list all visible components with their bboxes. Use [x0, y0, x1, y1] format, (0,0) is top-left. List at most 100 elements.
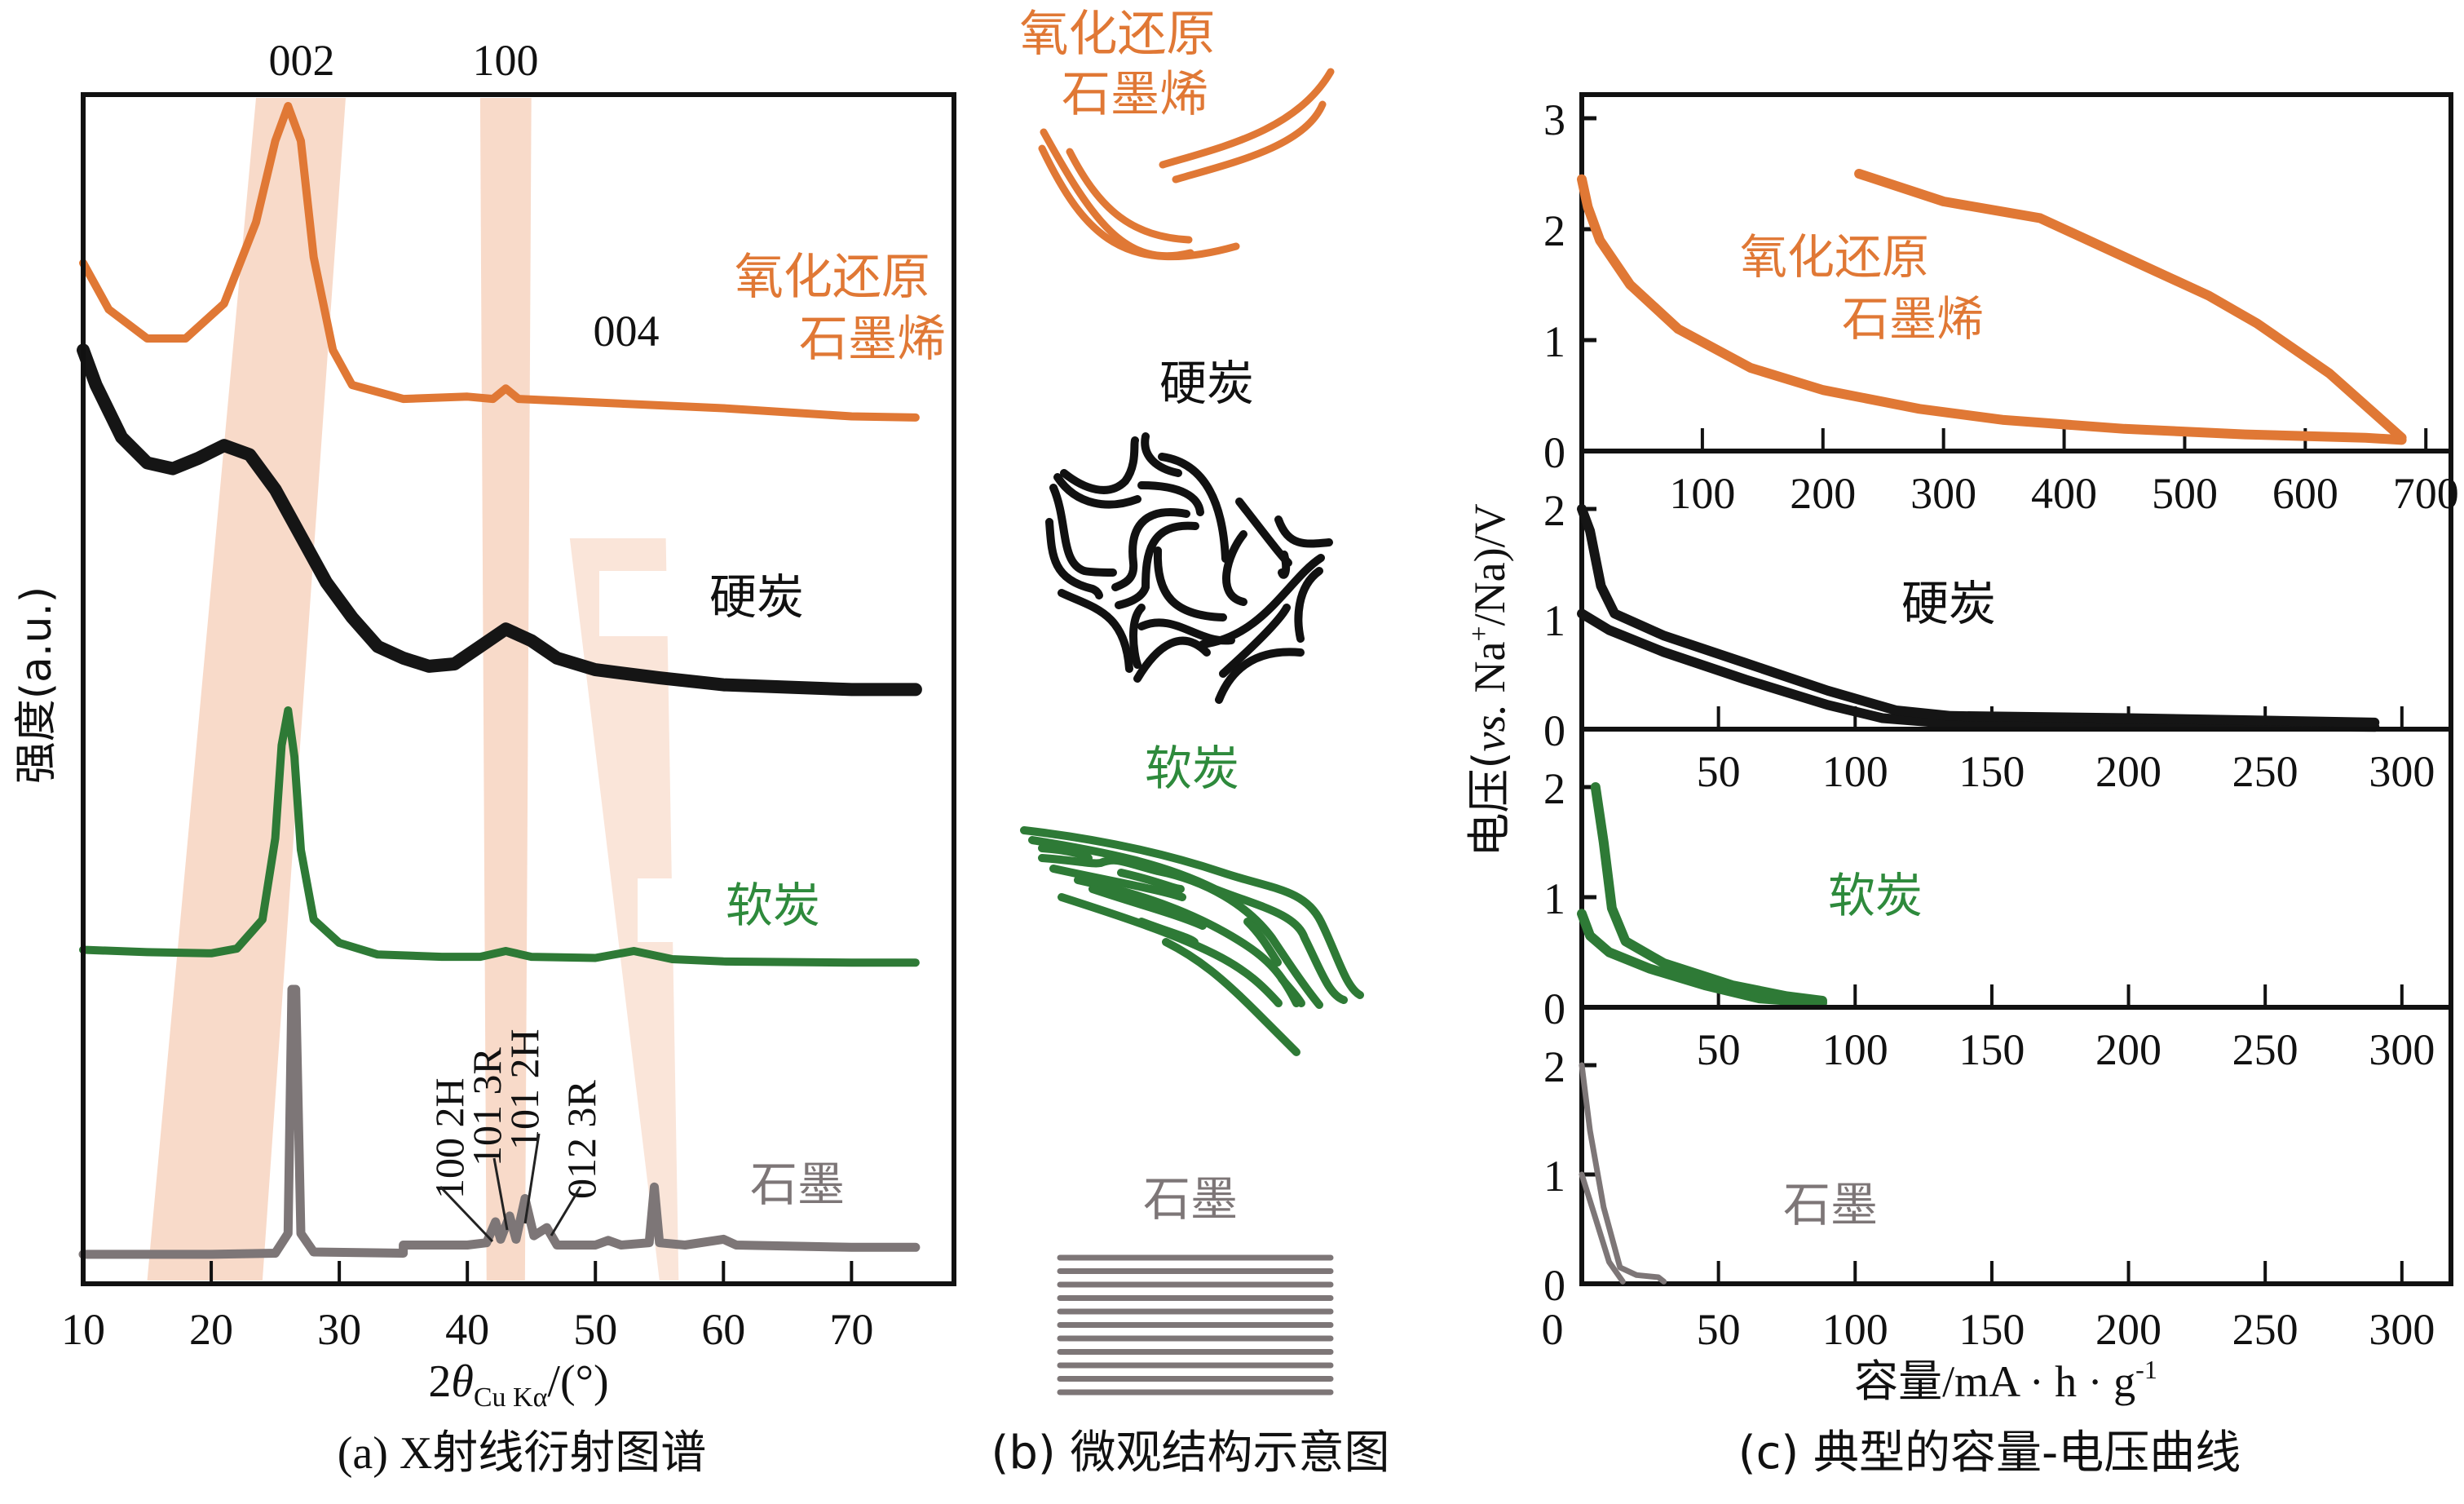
graphite-layers-icon: [1057, 1254, 1334, 1396]
x-tick-label: 30: [317, 1305, 361, 1354]
y-tick-label: 1: [1543, 596, 1565, 645]
plot-frame: [81, 92, 956, 1286]
y-tick-label: 0: [1543, 428, 1565, 477]
y-tick-label: 2: [1543, 486, 1565, 535]
x-tick-label: 250: [2232, 1305, 2298, 1354]
x-tick-label: 150: [1958, 747, 2025, 796]
label-background: [638, 878, 752, 942]
graphite-peak-label: 012 3R: [559, 1080, 604, 1200]
x-tick-label: 500: [2152, 469, 2218, 518]
x-tick-label: 50: [573, 1305, 617, 1354]
series-label-line: 石墨烯: [799, 311, 946, 368]
x-tick-label: 10: [61, 1305, 105, 1354]
x-tick-label: 300: [1910, 469, 1976, 518]
x-axis-label: 容量/mA · h · g-1: [1854, 1355, 2157, 1406]
rgo-sheets-icon: [1038, 68, 1335, 261]
peak-label-004: 004: [594, 307, 660, 356]
cv-series-label: 石墨: [1783, 1177, 1878, 1232]
y-tick-label: 0: [1543, 1261, 1565, 1310]
x-tick-label: 60: [701, 1305, 745, 1354]
xrd-line-orange: [79, 102, 920, 422]
x-tick-label: 200: [1790, 469, 1856, 518]
x-tick-label: 600: [2272, 469, 2338, 518]
x-tick-label: 700: [2393, 469, 2459, 518]
x-tick-label: 100: [1669, 469, 1735, 518]
schematic-label-rgo: 氧化还原 石墨烯: [1019, 6, 1230, 123]
cv-series-label: 氧化还原石墨烯: [1740, 229, 1984, 347]
bottom-x-tick-labels: 0 50 100 150 200 250 300: [1542, 1305, 2435, 1354]
series-label-line: 石墨烯: [1842, 291, 1984, 347]
x-tick-label: 250: [2232, 747, 2298, 796]
series-label-hard-carbon: 硬炭: [709, 569, 804, 625]
x-tick-label: 0: [1542, 1305, 1564, 1354]
graphite-peak-label: 100 2H: [426, 1077, 472, 1199]
y-tick-label: 2: [1543, 206, 1565, 255]
x-tick-label: 70: [829, 1305, 873, 1354]
hard-carbon-structure-icon: [1045, 432, 1333, 704]
panel-a-caption: (a) X射线衍射图谱: [338, 1428, 707, 1479]
schematic-label-line: 氧化还原: [1019, 6, 1215, 63]
x-tick-label: 250: [2232, 1025, 2298, 1074]
xrd-line-gray: [78, 984, 921, 1259]
cv-curve-charge: [1590, 782, 1827, 1006]
y-tick-label: 1: [1543, 317, 1565, 366]
panel-b-caption: (b) 微观结构示意图: [991, 1427, 1389, 1480]
shaded-band-002: [147, 98, 346, 1281]
cv-curve-discharge: [1577, 174, 2407, 445]
x-tick-label: 20: [189, 1305, 233, 1354]
cv-curve-charge: [1854, 169, 2407, 443]
schematic-label-graphite: 石墨: [1143, 1171, 1238, 1227]
cv-subplot-gray: 0 1 2 石墨: [1543, 1005, 2453, 1310]
x-tick-label: 300: [2369, 747, 2435, 796]
x-tick-label: 150: [1958, 1305, 2025, 1354]
peak-labels: 002 100 004: [269, 36, 660, 356]
x-tick-label: 200: [2095, 747, 2162, 796]
plot-frame: [1579, 92, 2453, 453]
series-label-graphite: 石墨: [750, 1157, 845, 1212]
x-tick-label: 100: [1822, 747, 1888, 796]
x-ticks: 10 20 30 40 50 60 70: [61, 1261, 873, 1354]
x-tick-label: 150: [1958, 1025, 2025, 1074]
y-tick-label: 2: [1543, 1042, 1565, 1091]
cv-curve-discharge: [1579, 1171, 1626, 1285]
x-tick-label: 50: [1697, 747, 1741, 796]
plot-frame: [1579, 1005, 2453, 1286]
y-axis-label: 电压(vs. Na+/Na)/V: [1464, 503, 1515, 856]
y-tick-label: 1: [1543, 874, 1565, 923]
series-label-line: 氧化还原: [1740, 229, 1929, 285]
y-tick-label: 1: [1543, 1152, 1565, 1201]
cv-series-label: 软炭: [1828, 868, 1923, 923]
peak-label-100: 100: [473, 36, 539, 85]
cv-curve-charge: [1579, 1062, 1667, 1285]
schematic-label-line: 石墨烯: [1062, 66, 1208, 123]
peak-leader-lines: [439, 1133, 582, 1243]
label-background: [599, 571, 754, 636]
cv-subplot-orange: 100 200 300 400 500 600 700 0 1 2 3 氧化还原石墨烯: [1543, 92, 2459, 518]
panel-c-caption: (c) 典型的容量-电压曲线: [1738, 1427, 2241, 1480]
shaded-band-004: [569, 538, 679, 1281]
series-label-rgo: 氧化还原 石墨烯: [735, 249, 946, 368]
xrd-series: [77, 102, 922, 1259]
series-label-line: 氧化还原: [735, 249, 930, 306]
x-tick-label: 100: [1822, 1305, 1888, 1354]
shaded-band-100: [479, 98, 532, 1281]
xrd-line-green: [79, 706, 920, 967]
cv-curve-charge: [1577, 504, 2380, 728]
cv-series-label: 硬炭: [1901, 576, 1996, 631]
graphite-peak-label: 101 3R: [464, 1047, 510, 1167]
series-label-soft-carbon: 软炭: [726, 878, 820, 933]
panel-b-schematic: 氧化还原 石墨烯 硬炭: [991, 6, 1389, 1480]
y-tick-label: 2: [1543, 764, 1565, 813]
x-tick-label: 50: [1697, 1025, 1741, 1074]
cv-curve-discharge: [1577, 909, 1827, 1008]
cv-curve-discharge: [1577, 608, 2380, 732]
cv-subplot-black: 50 100 150 200 250 300 0 1 2 硬炭: [1543, 449, 2453, 796]
y-tick-label: 0: [1543, 984, 1565, 1033]
xrd-line-black: [77, 343, 922, 697]
y-tick-label: 0: [1543, 706, 1565, 755]
x-tick-label: 50: [1697, 1305, 1741, 1354]
schematic-label-soft-carbon: 软炭: [1145, 741, 1239, 796]
x-tick-label: 40: [445, 1305, 489, 1354]
